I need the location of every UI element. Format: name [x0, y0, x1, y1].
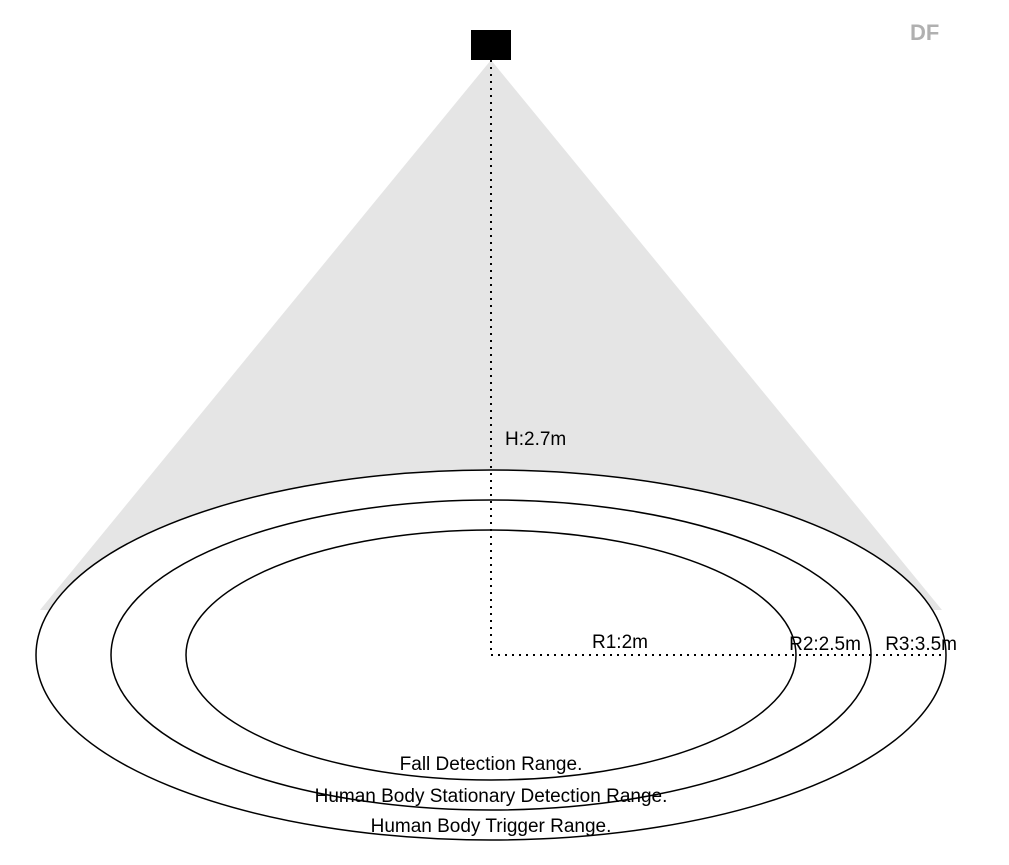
- r3-label: R3:3.5m: [885, 634, 957, 655]
- range-label-trigger: Human Body Trigger Range.: [371, 816, 612, 837]
- height-label: H:2.7m: [505, 429, 566, 450]
- range-label-stationary: Human Body Stationary Detection Range.: [315, 786, 668, 807]
- r2-label: R2:2.5m: [789, 634, 861, 655]
- watermark-text: DF: [910, 20, 939, 45]
- r1-label: R1:2m: [592, 632, 648, 653]
- range-label-fall: Fall Detection Range.: [400, 754, 583, 775]
- sensor-icon: [471, 30, 511, 60]
